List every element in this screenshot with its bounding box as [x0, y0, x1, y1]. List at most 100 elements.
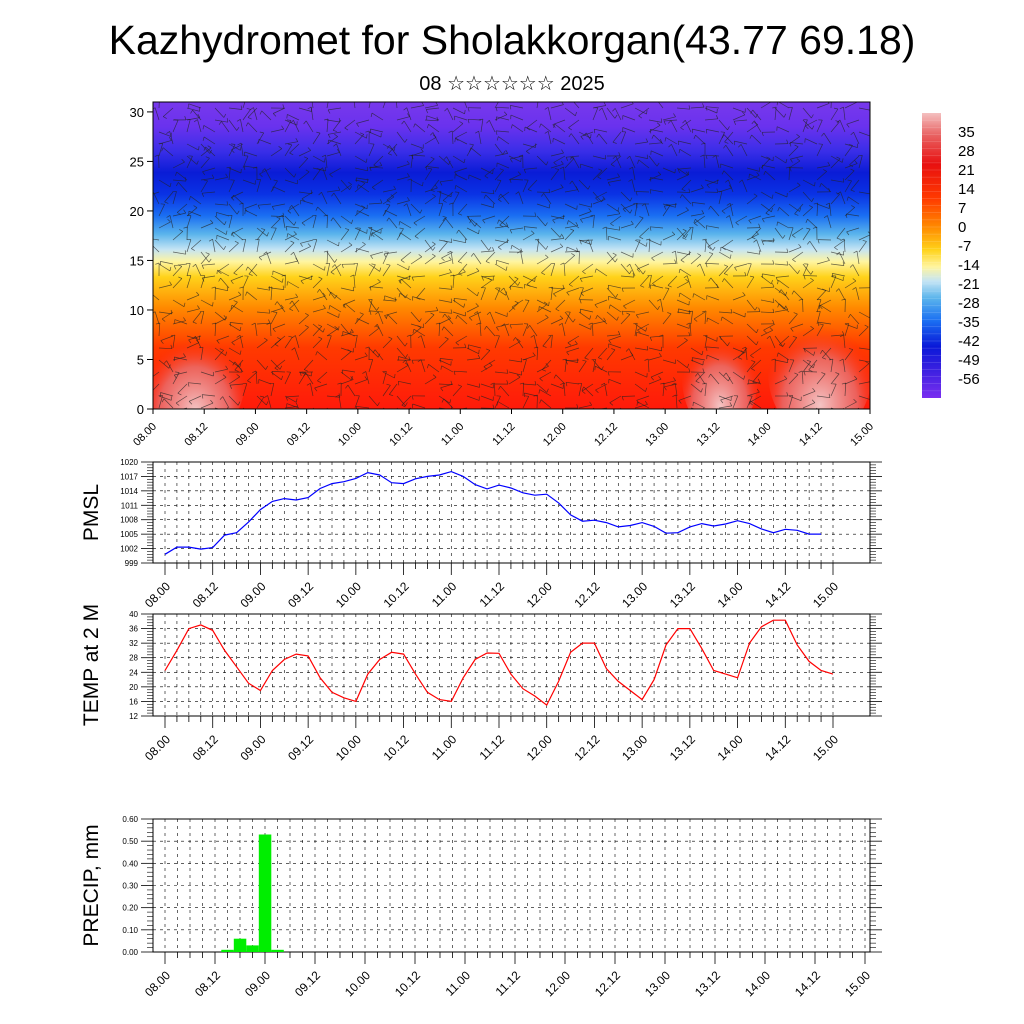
- wind-barb-flag: [146, 238, 147, 242]
- wind-barb-flag: [785, 166, 790, 169]
- wind-barb: [650, 189, 664, 193]
- wind-barb: [340, 184, 352, 193]
- wind-barb: [298, 107, 312, 112]
- wind-barb: [588, 239, 594, 253]
- wind-barb-flag: [644, 400, 648, 405]
- wind-barb: [301, 191, 314, 200]
- wind-barb: [844, 378, 858, 385]
- wind-barb: [527, 179, 538, 190]
- wind-barb: [510, 114, 524, 121]
- wind-barb-flag: [706, 184, 710, 189]
- wind-barb: [482, 215, 496, 221]
- wind-barb: [650, 150, 664, 157]
- wind-barb: [722, 239, 734, 248]
- colorbar-label: -42: [958, 333, 980, 350]
- wind-barb-flag: [566, 351, 570, 356]
- wind-barb-flag: [444, 336, 449, 340]
- wind-barb-flag: [692, 402, 694, 407]
- wind-barb: [486, 325, 496, 337]
- y-tick-label: 0.20: [122, 904, 138, 913]
- wind-barb: [256, 229, 266, 241]
- wind-barb: [620, 314, 631, 325]
- wind-barb-flag: [539, 123, 542, 128]
- wind-barb-flag: [629, 197, 633, 202]
- wind-barb: [228, 215, 233, 229]
- wind-barb: [272, 203, 286, 207]
- wind-barb: [169, 215, 174, 229]
- wind-barb-flag: [727, 126, 730, 131]
- wind-barb: [836, 227, 846, 239]
- wind-barb: [816, 324, 824, 337]
- wind-barb: [273, 107, 286, 114]
- wind-barb-flag: [266, 401, 269, 406]
- wind-barb: [220, 277, 230, 289]
- wind-barb: [291, 205, 300, 217]
- wind-barb-flag: [789, 167, 792, 172]
- wind-barb-flag: [570, 228, 575, 231]
- wind-barb-flag: [443, 240, 448, 243]
- wind-barb: [838, 288, 846, 301]
- wind-barb-flag: [463, 158, 466, 163]
- wind-barb: [844, 102, 857, 109]
- wind-barb: [539, 371, 552, 379]
- wind-barb-flag: [274, 301, 278, 306]
- wind-barb: [536, 383, 548, 393]
- wind-barb: [480, 383, 494, 389]
- wind-barb-flag: [538, 389, 541, 394]
- wind-barb-flag: [598, 168, 603, 171]
- wind-barb-flag: [156, 95, 160, 96]
- wind-barb: [844, 280, 857, 289]
- wind-barb-flag: [621, 396, 624, 401]
- wind-barb: [494, 371, 508, 374]
- wind-barb: [284, 144, 293, 157]
- wind-barb-flag: [399, 227, 404, 230]
- wind-barb-flag: [812, 387, 816, 392]
- wind-barb-flag: [534, 277, 536, 282]
- y-tick-label: 1014: [120, 487, 138, 496]
- wind-barb-flag: [693, 219, 696, 224]
- wind-barb: [779, 207, 790, 217]
- wind-barb-flag: [753, 193, 758, 197]
- wind-barb: [175, 395, 188, 404]
- wind-barb: [286, 403, 300, 409]
- wind-barb-flag: [509, 324, 512, 329]
- wind-barb: [566, 287, 580, 293]
- wind-barb-flag: [792, 335, 797, 338]
- wind-barb: [620, 103, 634, 109]
- wind-barb: [284, 141, 298, 145]
- wind-barb-flag: [842, 178, 845, 183]
- wind-barb: [368, 143, 375, 157]
- wind-barb: [424, 314, 435, 325]
- wind-barb-flag: [398, 232, 401, 237]
- wind-barb-flag: [155, 322, 160, 325]
- wind-barb-flag: [758, 307, 761, 312]
- wind-barb: [468, 344, 482, 349]
- wind-barb-flag: [317, 289, 320, 293]
- wind-barb: [214, 176, 228, 181]
- wind-barb: [636, 395, 650, 401]
- wind-barb: [606, 251, 616, 263]
- wind-barb: [188, 210, 202, 217]
- wind-barb-flag: [544, 254, 549, 258]
- wind-barb: [186, 342, 200, 349]
- x-tick-label: 08.00: [142, 732, 173, 763]
- wind-barb: [629, 155, 636, 169]
- wind-barb: [582, 263, 594, 272]
- wind-barb-flag: [673, 377, 676, 381]
- wind-barb: [592, 320, 606, 325]
- wind-barb-flag: [418, 254, 423, 258]
- wind-barb: [234, 361, 244, 373]
- wind-barb-flag: [560, 382, 565, 386]
- wind-barb: [648, 119, 662, 123]
- wind-barb: [566, 381, 580, 385]
- wind-barb-flag: [509, 285, 512, 290]
- wind-barb: [354, 155, 367, 163]
- wind-barb: [410, 323, 424, 329]
- wind-barb-flag: [575, 250, 580, 253]
- wind-barb: [214, 322, 217, 337]
- wind-barb-flag: [467, 119, 470, 124]
- wind-barb-flag: [700, 184, 704, 189]
- wind-barb: [231, 335, 244, 343]
- wind-barb: [284, 260, 298, 265]
